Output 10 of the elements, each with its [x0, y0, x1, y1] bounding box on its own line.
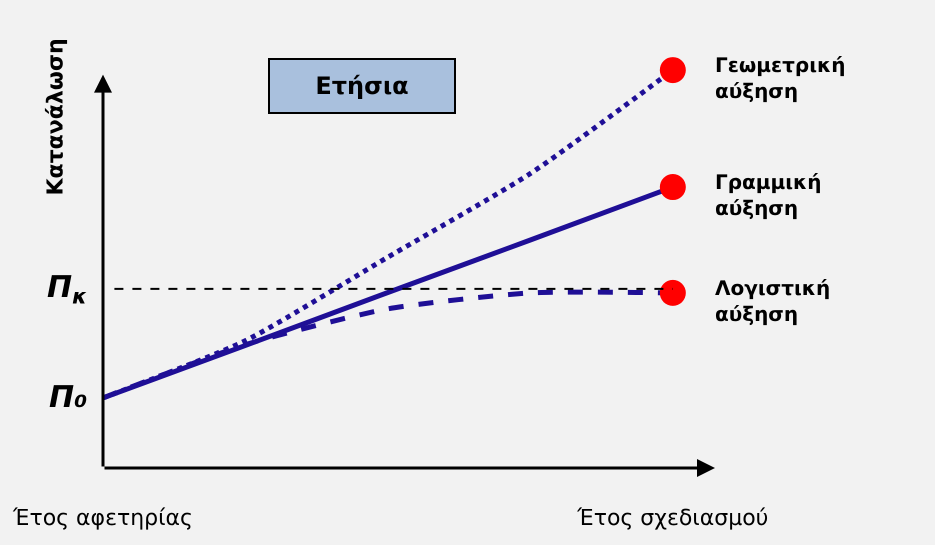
y-axis-title: Κατανάλωση: [43, 38, 68, 196]
annotation: Π₀: [49, 380, 88, 415]
text: Γραμμική αύξηση: [715, 170, 822, 220]
annotation: Ετήσια: [315, 72, 409, 100]
x-tick-label: Έτος σχεδιασμού: [576, 506, 768, 531]
ref-line-label: Π$_{κ}$: [47, 270, 88, 308]
text: Λογιστική αύξηση: [715, 276, 830, 326]
x-tick-label: Έτος αφετηρίας: [12, 506, 193, 531]
picture-label-box: Ετήσια: [268, 58, 456, 114]
text: Γεωμετρική αύξηση: [715, 53, 846, 103]
